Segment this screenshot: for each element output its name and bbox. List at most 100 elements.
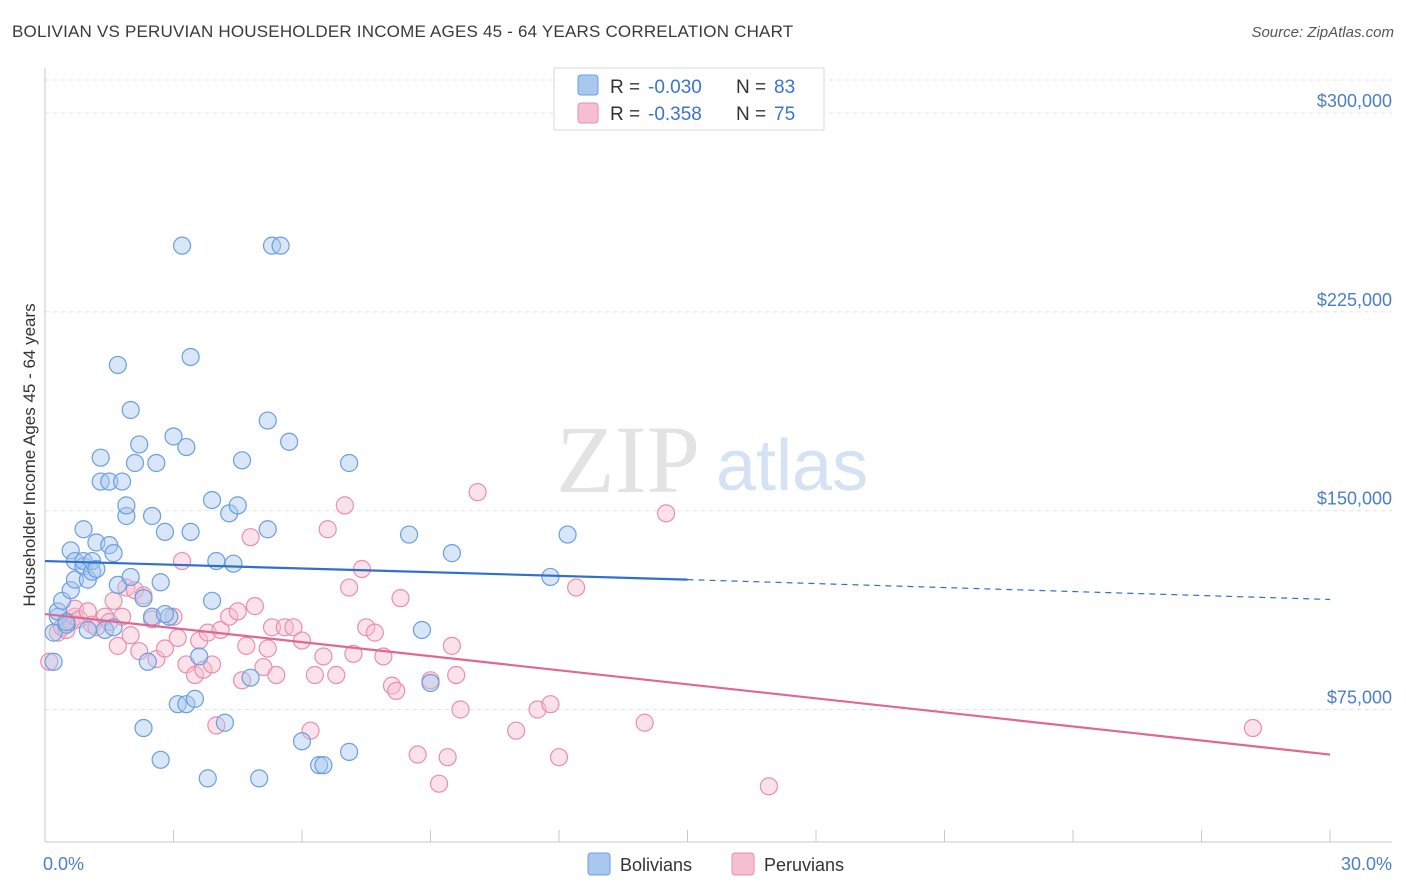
bolivian-point: [74, 520, 93, 539]
peruvian-point: [340, 578, 359, 597]
peruvian-point: [365, 623, 384, 642]
watermark: ZIP atlas: [556, 406, 868, 513]
peruvian-point: [104, 591, 123, 610]
peruvian-point: [451, 700, 470, 719]
bolivian-point: [142, 506, 162, 526]
peruvian-point: [549, 748, 569, 767]
legend-r-label-peruvians: R =: [610, 104, 640, 125]
bolivian-point: [185, 689, 205, 708]
peruvian-point: [1243, 718, 1263, 738]
peruvian-point: [391, 589, 410, 608]
bolivian-point: [87, 559, 106, 579]
bolivian-point: [65, 570, 85, 589]
bolivian-point: [421, 673, 440, 693]
peruvian-point: [335, 496, 354, 515]
bolivians-trend-extension: [687, 579, 1331, 601]
peruvian-point: [314, 647, 333, 666]
peruvian-point: [327, 665, 346, 685]
bolivian-point: [151, 573, 170, 592]
grid-lines: [45, 79, 1392, 710]
peruvian-point: [442, 636, 462, 655]
bolivian-point: [232, 451, 252, 470]
x-tick-label-max: 30.0%: [1341, 854, 1392, 874]
peruvian-point: [220, 607, 239, 626]
peruvian-point: [507, 721, 526, 740]
chart-title: BOLIVIAN VS PERUVIAN HOUSEHOLDER INCOME …: [12, 22, 794, 41]
peruvian-point: [656, 504, 676, 523]
bolivian-point: [164, 427, 183, 446]
bolivian-point: [147, 453, 166, 473]
bolivian-point: [44, 652, 63, 671]
peruvian-point: [387, 681, 406, 701]
peruvian-point: [237, 636, 256, 655]
bolivian-point: [314, 756, 333, 775]
legend-n-label-peruvians: N =: [736, 104, 766, 125]
peruvian-point: [305, 665, 324, 685]
bolivian-point: [91, 448, 110, 467]
bolivian-point: [340, 453, 359, 473]
legend-n-value-peruvians: 75: [774, 104, 795, 125]
bolivian-point: [100, 472, 119, 491]
legend-swatch-bolivians: [577, 74, 599, 96]
bolivian-point: [61, 541, 80, 560]
peruvian-point: [759, 777, 778, 796]
legend-r-label-bolivians: R =: [610, 77, 640, 98]
bolivian-point: [177, 695, 196, 714]
peruvian-point: [108, 636, 127, 655]
peruvian-point: [267, 665, 286, 685]
watermark-zip: ZIP: [556, 406, 700, 513]
bolivians-trend-line: [44, 559, 688, 581]
top-legend-box: [553, 67, 825, 131]
peruvian-point: [155, 639, 175, 658]
peruvian-point: [429, 774, 449, 793]
watermark-atlas: atlas: [716, 426, 868, 506]
peruvian-point: [318, 520, 337, 539]
bolivian-point: [112, 472, 132, 491]
bolivian-point: [125, 453, 145, 473]
peruvian-point: [168, 628, 187, 648]
trend-lines: [44, 559, 1331, 756]
peruvian-point: [40, 652, 59, 671]
peruvian-point: [567, 578, 586, 597]
peruvian-point: [185, 665, 205, 685]
bolivian-point: [271, 236, 290, 255]
bolivian-point: [134, 718, 153, 738]
legend-r-value-bolivians: -0.030: [648, 77, 702, 98]
bolivian-point: [104, 544, 123, 563]
peruvian-point: [468, 483, 487, 502]
peruvians-points: [40, 483, 1263, 796]
bolivian-point: [280, 432, 299, 451]
legend-r-value-peruvians: -0.358: [648, 104, 702, 125]
peruvian-point: [408, 745, 427, 764]
y-tick-label: $75,000: [1327, 687, 1392, 707]
bolivian-point: [258, 520, 277, 539]
top-legend: R = -0.030 N = 83 R = -0.358 N = 75: [553, 67, 825, 131]
bolivian-point: [121, 567, 140, 587]
bolivian-point: [181, 347, 200, 367]
bottom-legend-bolivians: Bolivians: [620, 855, 692, 875]
source-label: Source: ZipAtlas.com: [1251, 24, 1394, 41]
bolivian-point: [108, 355, 127, 375]
peruvian-point: [245, 597, 264, 616]
legend-n-value-bolivians: 83: [774, 77, 795, 98]
bolivian-point: [215, 713, 234, 732]
bolivian-point: [202, 490, 222, 510]
bolivian-point: [292, 732, 312, 751]
bolivian-point: [78, 620, 97, 640]
peruvian-point: [635, 713, 654, 732]
bolivian-point: [134, 589, 153, 608]
bottom-legend-swatch-bolivians: [587, 852, 611, 876]
bolivian-point: [202, 591, 222, 610]
legend-swatch-peruvians: [577, 102, 599, 124]
peruvian-point: [258, 639, 277, 658]
y-tick-label: $150,000: [1317, 489, 1392, 509]
bolivian-point: [172, 236, 192, 255]
bolivian-point: [155, 522, 175, 541]
bolivian-point: [151, 750, 170, 769]
bolivian-point: [130, 435, 149, 454]
peruvian-point: [121, 626, 140, 645]
peruvian-point: [438, 748, 457, 767]
peruvian-point: [344, 644, 363, 663]
bolivian-point: [177, 437, 196, 457]
bolivian-point: [190, 647, 209, 666]
